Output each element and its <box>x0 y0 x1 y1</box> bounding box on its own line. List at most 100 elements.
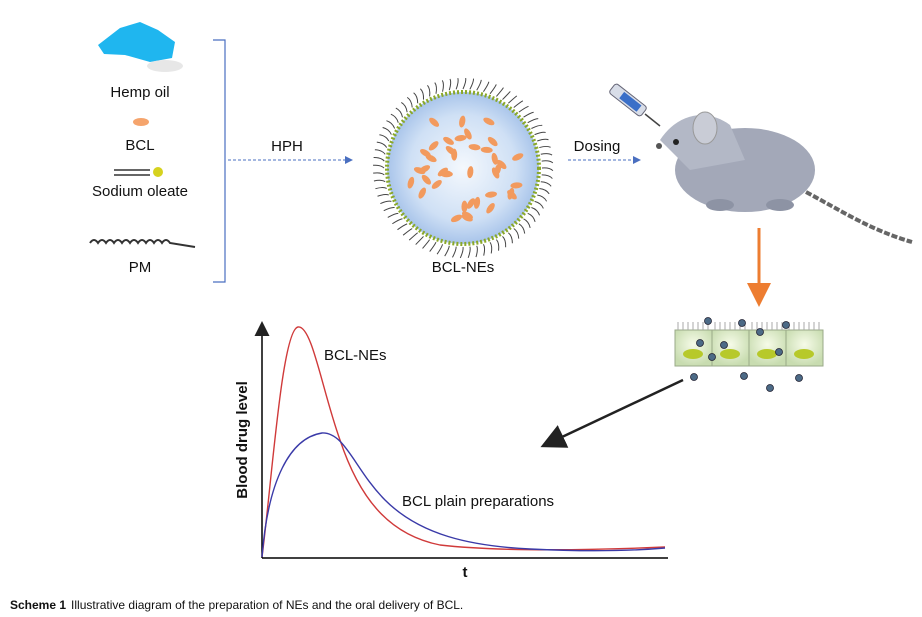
surfactant-tail <box>397 223 408 231</box>
surfactant-tail <box>467 246 471 259</box>
surfactant-tail <box>507 232 513 244</box>
surfactant-tail <box>406 96 413 108</box>
surfactant-tail <box>502 236 507 248</box>
surfactant-tail <box>452 246 457 258</box>
surfactant-tail <box>483 244 486 256</box>
bcl-particle <box>454 135 467 142</box>
surfactant-tail <box>379 134 390 142</box>
surfactant-tail <box>518 223 526 234</box>
bcl-particle <box>421 174 432 185</box>
nucleus <box>683 349 703 359</box>
surfactant-tail <box>531 124 543 129</box>
surfactant-tail <box>455 77 459 90</box>
bcl-particle <box>464 128 472 140</box>
oleate-icon <box>153 167 163 177</box>
y-axis-label: Blood drug level <box>234 381 251 499</box>
bcl-particle <box>480 146 493 153</box>
bcl-particle <box>494 163 502 176</box>
cell <box>785 329 824 367</box>
surfactant-tail <box>518 105 529 113</box>
bcl-particle <box>437 167 448 177</box>
surfactant-tail <box>534 200 544 209</box>
curve-label: BCL plain preparations <box>402 493 554 510</box>
bcl-particle <box>428 141 439 151</box>
surfactant-tail <box>540 153 553 156</box>
surfactant-tail <box>476 79 482 91</box>
bcl-particle <box>429 117 440 127</box>
bcl-particle <box>445 145 456 155</box>
nucleus <box>720 349 740 359</box>
surfactant-tail <box>415 236 424 245</box>
surfactant-tail <box>462 77 467 90</box>
surfactant-tail <box>448 78 452 91</box>
bcl-particle <box>443 136 454 145</box>
ingredients: Hemp oil BCL Sodium oleate PM <box>89 22 226 283</box>
nucleus <box>794 349 814 359</box>
surfactant-tail <box>502 91 511 100</box>
arrow <box>540 378 684 448</box>
surfactant-tail <box>380 200 392 205</box>
graph: BCL-NEs BCL plain preparations Blood dru… <box>234 321 668 581</box>
surfactant-tail <box>459 246 464 259</box>
caption-text: Illustrative diagram of the preparation … <box>71 598 463 612</box>
curve-label: BCL-NEs <box>324 347 387 364</box>
surfactant-tail <box>413 92 419 104</box>
surfactant-tail <box>386 120 396 129</box>
bcl-particle <box>450 214 463 223</box>
surfactant-tail <box>483 81 490 92</box>
surfactant-tail <box>539 145 551 149</box>
cell <box>748 329 787 367</box>
mouse <box>656 111 913 244</box>
ingredient-label: Sodium oleate <box>92 183 188 200</box>
bcl-particle <box>507 190 517 200</box>
caption: Scheme 1 Illustrative diagram of the prep… <box>10 598 463 612</box>
particle <box>740 372 748 380</box>
cell <box>674 329 713 367</box>
surfactant-tail <box>527 118 539 124</box>
surfactant-tail <box>383 206 395 212</box>
surfactant-tail <box>513 100 524 108</box>
bcl-particle <box>466 198 476 209</box>
surfactant-tail <box>489 84 497 95</box>
surfactant-tail <box>537 194 548 202</box>
surfactant-tail <box>541 160 554 164</box>
product-label: BCL-NEs <box>432 259 495 276</box>
bcl-particle <box>407 176 415 189</box>
particle <box>690 373 698 381</box>
bcl-particle <box>468 144 481 151</box>
surfactant-tail <box>374 149 386 155</box>
particle <box>720 341 728 349</box>
bcl-particle <box>496 159 507 170</box>
bcl-particle <box>419 165 431 173</box>
surfactant-tail <box>507 95 518 104</box>
surfactant-tail <box>441 80 444 92</box>
surfactant-tail <box>444 245 450 257</box>
surfactant-tail <box>496 87 504 97</box>
surfactant-tail <box>373 172 385 176</box>
particle <box>696 339 704 347</box>
particle <box>708 353 716 361</box>
particle <box>738 319 746 327</box>
bcl-particle <box>418 187 427 199</box>
surfactant-tail <box>373 156 385 162</box>
droplet <box>385 90 541 246</box>
surfactant-tail <box>489 241 493 254</box>
particle <box>795 374 803 382</box>
surfactant-tail <box>402 228 413 236</box>
ingredient-label: PM <box>129 259 152 276</box>
surfactant-tail <box>537 138 549 142</box>
surfactant-tail <box>469 78 475 90</box>
hemp-oil-icon <box>98 22 175 62</box>
bcl-particle <box>431 179 442 189</box>
bcl-particle <box>467 166 474 179</box>
process-label: HPH <box>271 138 303 155</box>
surfactant-tail <box>540 181 552 187</box>
surfactant-tail <box>475 245 478 258</box>
surfactant-tail <box>387 212 399 218</box>
bracket <box>213 39 226 283</box>
x-axis-label: t <box>463 564 468 581</box>
surfactant-tail <box>427 84 431 97</box>
process-label: Dosing <box>574 138 621 155</box>
bcl-particle <box>461 200 468 213</box>
